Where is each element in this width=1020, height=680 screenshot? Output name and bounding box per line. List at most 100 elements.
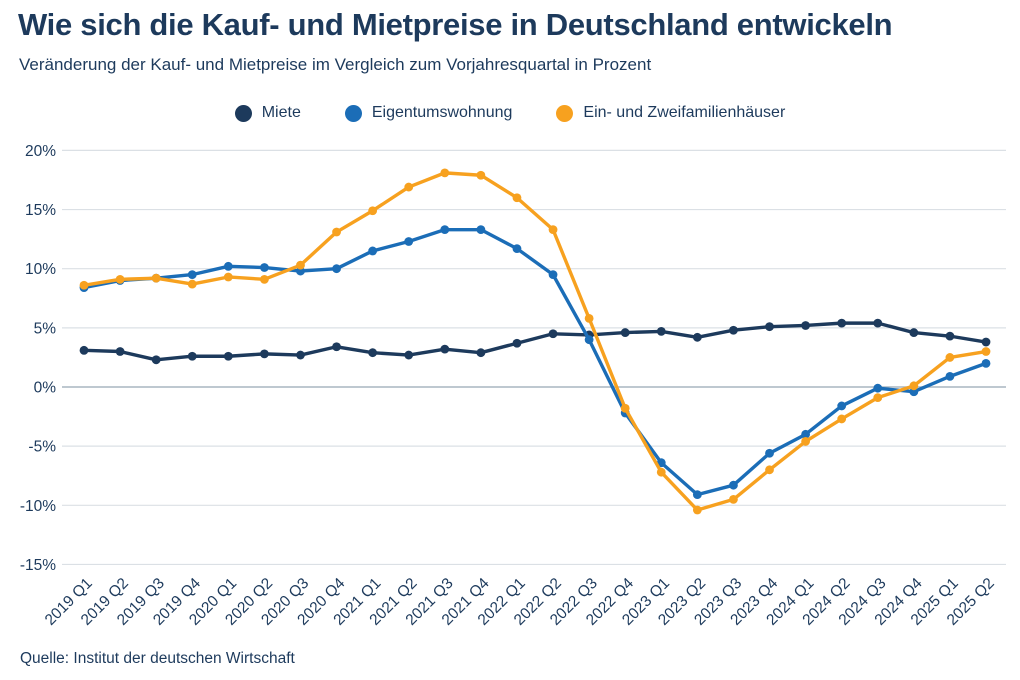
series-line (82, 321, 988, 362)
data-point (837, 401, 847, 411)
data-point (260, 349, 269, 359)
y-tick-label: -10% (20, 498, 56, 515)
data-point (79, 280, 89, 290)
data-point (476, 348, 486, 358)
data-point (115, 274, 125, 284)
series-line (82, 171, 988, 512)
y-tick-label: 0% (34, 380, 57, 397)
y-tick-label: 5% (34, 320, 57, 337)
data-point (512, 338, 522, 348)
series-ein-und-zweifamilienh-user (79, 168, 991, 515)
data-point (223, 272, 233, 282)
data-point (765, 448, 774, 458)
data-point (223, 351, 233, 361)
data-point (440, 168, 450, 178)
data-point (656, 467, 666, 477)
legend-label-einzweifamilienhaeuser: Ein- und Zweifamilienhäuser (583, 104, 786, 121)
data-point (151, 355, 161, 365)
data-point (981, 347, 991, 356)
data-point (187, 279, 197, 289)
data-point (332, 227, 341, 237)
data-point (115, 347, 125, 356)
data-point (512, 244, 522, 253)
data-point (620, 403, 630, 413)
data-point (945, 331, 955, 341)
y-tick-label: 15% (25, 202, 56, 219)
data-point (765, 322, 774, 332)
data-point (909, 381, 919, 391)
series-miete (79, 318, 991, 365)
data-point (945, 371, 955, 381)
data-point (981, 337, 991, 347)
y-axis-tick-labels: 20% 15% 10% 5% 0% -5% -10% -15% (20, 143, 56, 574)
legend-item-eigentumswohnung: Eigentumswohnung (344, 104, 513, 122)
data-point (765, 465, 774, 475)
data-point (692, 490, 702, 500)
data-point (873, 318, 883, 328)
y-tick-label: 20% (25, 143, 56, 160)
data-point (512, 193, 522, 203)
data-point (692, 505, 702, 515)
data-point (945, 353, 955, 362)
data-point (620, 328, 630, 337)
data-point (692, 332, 702, 342)
data-point (296, 350, 305, 360)
y-tick-label: 10% (25, 261, 56, 278)
data-point (801, 321, 810, 330)
data-point (837, 318, 847, 328)
data-point (729, 494, 738, 504)
legend-item-einzweifamilienhaeuser: Ein- und Zweifamilienhäuser (556, 104, 785, 122)
data-point (801, 437, 810, 446)
data-point (440, 344, 450, 354)
data-point (296, 260, 305, 270)
data-point (187, 270, 197, 280)
data-point (981, 358, 991, 368)
data-point (584, 335, 594, 345)
data-point (584, 313, 594, 323)
page-subtitle: Veränderung der Kauf- und Mietpreise im … (19, 55, 652, 74)
data-point (332, 342, 341, 352)
legend-swatch-einzweifamilienhaeuser-icon (556, 104, 574, 122)
series-line (82, 227, 988, 497)
data-point (368, 348, 378, 358)
data-point (801, 429, 810, 439)
data-point (440, 225, 450, 235)
data-point (260, 263, 269, 272)
data-point (79, 345, 89, 355)
data-point (404, 237, 414, 246)
y-tick-label: -5% (28, 439, 56, 456)
legend-label-miete: Miete (261, 104, 301, 121)
data-point (656, 326, 666, 336)
data-point (729, 480, 738, 490)
data-point (548, 329, 558, 339)
data-point (404, 182, 414, 192)
source-note: Quelle: Institut der deutschen Wirtschaf… (20, 650, 295, 667)
chart-legend: Miete Eigentumswohnung Ein- und Zweifami… (0, 104, 1020, 122)
data-point (873, 383, 883, 393)
data-point (332, 264, 341, 274)
data-point (548, 225, 558, 235)
data-point (404, 350, 414, 360)
y-tick-label: -15% (20, 557, 56, 574)
data-point (729, 325, 738, 335)
data-point (837, 414, 847, 424)
data-point (368, 206, 378, 216)
page-title: Wie sich die Kauf- und Mietpreise in Deu… (18, 7, 893, 42)
data-point (187, 351, 197, 361)
data-point (476, 170, 486, 180)
data-point (368, 246, 378, 256)
data-point (476, 225, 486, 235)
data-point (151, 273, 161, 283)
legend-label-eigentumswohnung: Eigentumswohnung (371, 104, 513, 121)
data-point (873, 393, 883, 403)
legend-swatch-miete-icon (234, 104, 252, 122)
series-eigentumswohnung (79, 225, 991, 500)
data-point (223, 261, 233, 271)
data-point (260, 274, 269, 284)
data-point (909, 328, 919, 337)
legend-item-miete: Miete (234, 104, 301, 122)
legend-swatch-eigentumswohnung-icon (344, 104, 362, 122)
